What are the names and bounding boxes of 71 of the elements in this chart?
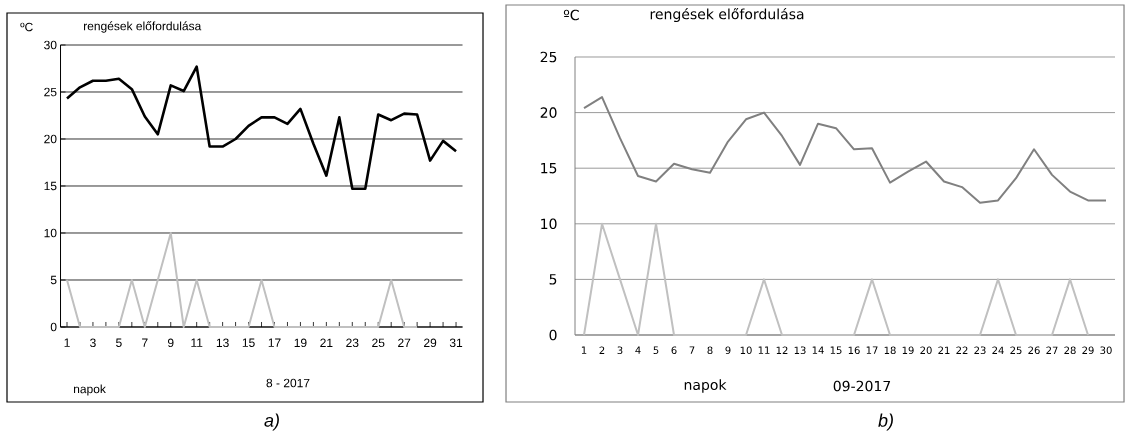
x-tick-label: 27 xyxy=(398,338,411,347)
y-tick-label: 5 xyxy=(50,275,57,285)
x-tick-label: 3 xyxy=(617,346,623,355)
x-tick-label: 13 xyxy=(794,346,806,355)
x-tick-label: 16 xyxy=(848,346,860,355)
x-axis-title: napok xyxy=(74,384,106,396)
y-axis-title: ºC xyxy=(563,9,579,21)
x-tick-label: 6 xyxy=(671,346,677,355)
x-tick-label: 1 xyxy=(64,338,70,347)
y-tick-label: 10 xyxy=(44,228,57,238)
chart-title: rengések előfordulása xyxy=(84,21,202,33)
x-tick-label: 25 xyxy=(1010,346,1022,355)
x-tick-label: 26 xyxy=(1028,346,1040,355)
x-tick-label: 19 xyxy=(902,346,914,355)
text: 09-2017 xyxy=(833,380,891,392)
x-tick-label: 29 xyxy=(424,338,437,348)
x-tick-label: 3 xyxy=(90,338,96,348)
y-tick-label: 15 xyxy=(44,181,57,191)
x-tick-label: 15 xyxy=(242,338,255,347)
x-tick-label: 25 xyxy=(372,338,385,348)
x-tick-label: 4 xyxy=(635,346,641,354)
x-tick-label: 15 xyxy=(830,346,842,354)
line-series xyxy=(583,96,1108,204)
y-tick-label: 0 xyxy=(549,329,557,341)
x-tick-label: 19 xyxy=(294,338,307,348)
y-tick-label: 20 xyxy=(540,107,557,118)
text: b) xyxy=(878,413,893,431)
x-tick-label: 11 xyxy=(758,346,770,354)
y-tick-label: 5 xyxy=(549,274,557,285)
x-tick-label: 17 xyxy=(866,346,878,354)
x-tick-label: 8 xyxy=(707,346,713,355)
x-tick-label: 11 xyxy=(191,338,203,347)
x-tick-label: 17 xyxy=(268,338,281,347)
y-tick-label: 0 xyxy=(50,322,57,332)
chart-title: rengések előfordulása xyxy=(650,7,804,23)
x-tick-label: 21 xyxy=(320,338,333,347)
x-tick-label: 9 xyxy=(725,346,731,355)
x-tick-label: 2 xyxy=(599,346,605,354)
x-tick-label: 21 xyxy=(938,346,950,354)
x-tick-label: 12 xyxy=(776,346,788,354)
x-tick-label: 23 xyxy=(346,338,359,348)
x-tick-label: 24 xyxy=(992,346,1004,354)
x-tick-label: 7 xyxy=(142,338,148,347)
x-tick-label: 30 xyxy=(1100,346,1112,355)
y-tick-label: 30 xyxy=(44,40,57,50)
x-tick-label: 20 xyxy=(920,346,932,355)
y-tick-label: 25 xyxy=(44,87,57,97)
x-tick-label: 27 xyxy=(1046,346,1058,354)
line-series xyxy=(65,65,458,191)
x-tick-label: 18 xyxy=(884,346,896,355)
y-tick-label: 10 xyxy=(541,218,557,230)
x-tick-label: 29 xyxy=(1082,346,1094,355)
y-axis-title: ºC xyxy=(20,22,33,32)
text: 8 - 2017 xyxy=(266,378,310,388)
x-tick-label: 31 xyxy=(449,338,463,348)
text: a) xyxy=(264,413,279,431)
x-tick-label: 5 xyxy=(116,338,122,347)
x-tick-label: 14 xyxy=(812,346,824,354)
x-tick-label: 13 xyxy=(216,338,229,348)
x-tick-label: 7 xyxy=(689,346,695,354)
y-tick-label: 15 xyxy=(541,162,557,174)
x-axis-title: napok xyxy=(684,379,727,393)
y-tick-label: 20 xyxy=(44,134,57,144)
x-tick-label: 1 xyxy=(581,346,587,354)
x-tick-label: 22 xyxy=(956,346,968,354)
x-tick-label: 28 xyxy=(1064,346,1076,355)
x-tick-label: 23 xyxy=(974,346,986,355)
x-tick-label: 9 xyxy=(167,338,174,348)
x-tick-label: 10 xyxy=(740,346,752,355)
x-tick-label: 5 xyxy=(653,346,659,354)
y-tick-label: 25 xyxy=(540,51,557,63)
